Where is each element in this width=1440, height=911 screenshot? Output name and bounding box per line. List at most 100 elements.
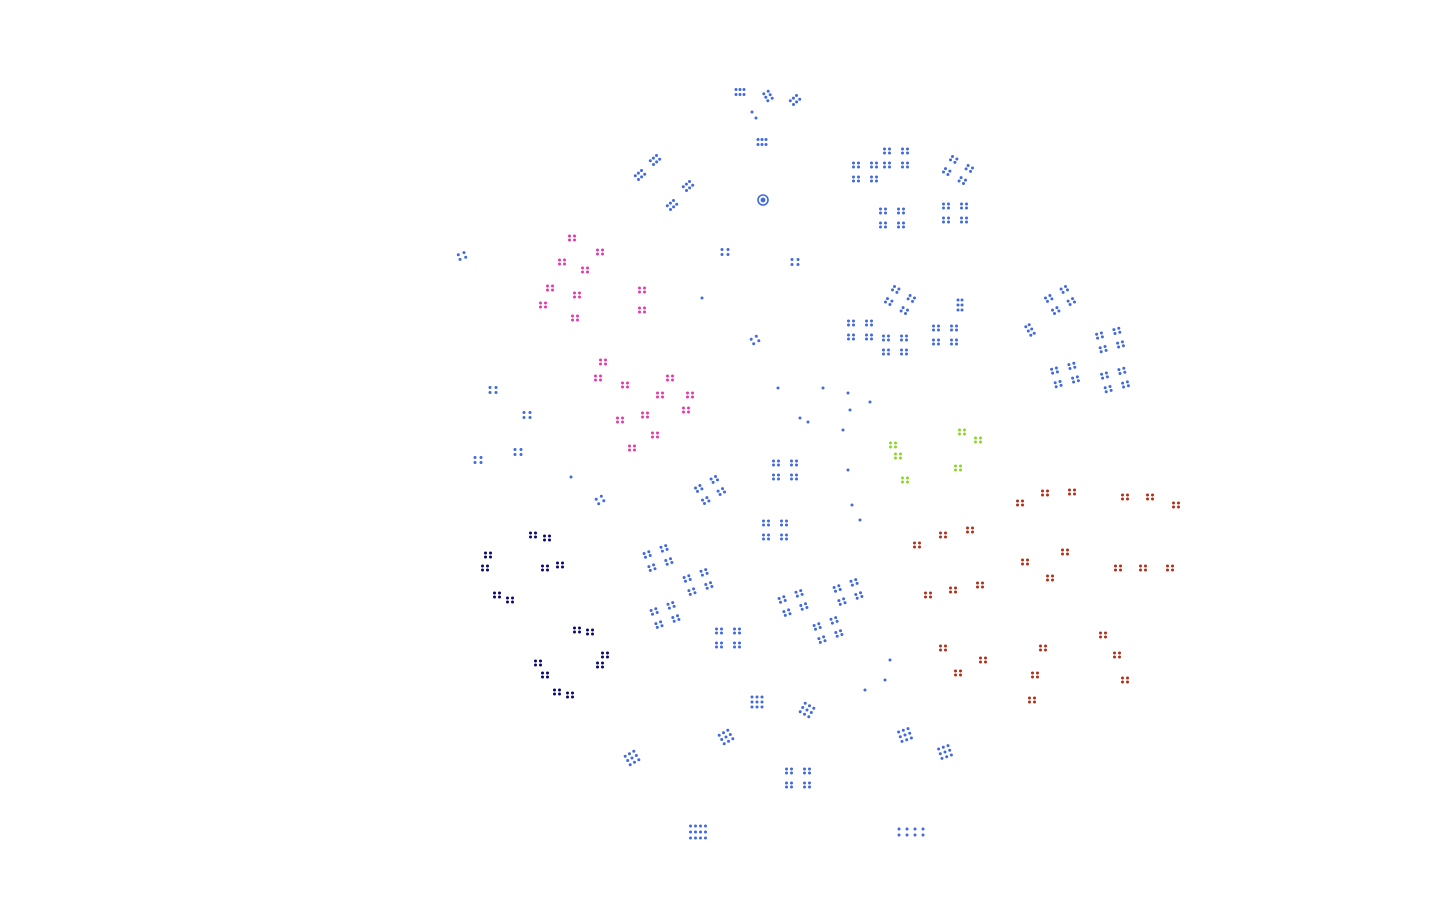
graph-leaf-node[interactable]	[671, 374, 674, 378]
graph-leaf-node[interactable]	[488, 386, 492, 389]
graph-leaf-node[interactable]	[835, 619, 839, 623]
graph-leaf-node[interactable]	[519, 448, 523, 451]
graph-leaf-node[interactable]	[905, 352, 908, 356]
graph-leaf-node[interactable]	[795, 463, 798, 467]
graph-leaf-node[interactable]	[606, 655, 609, 659]
graph-leaf-node[interactable]	[700, 296, 704, 300]
graph-leaf-node[interactable]	[638, 290, 641, 294]
graph-leaf-node[interactable]	[790, 258, 794, 261]
graph-leaf-node[interactable]	[865, 319, 868, 323]
graph-leaf-node[interactable]	[814, 627, 817, 631]
graph-leaf-node[interactable]	[721, 487, 724, 491]
graph-leaf-node[interactable]	[929, 591, 932, 595]
graph-leaf-node[interactable]	[489, 551, 492, 555]
graph-leaf-node[interactable]	[901, 161, 904, 165]
graph-leaf-node[interactable]	[883, 165, 886, 169]
graph-leaf-node[interactable]	[764, 95, 768, 99]
graph-leaf-node[interactable]	[637, 178, 640, 181]
graph-leaf-node[interactable]	[795, 594, 799, 598]
graph-leaf-node[interactable]	[558, 692, 561, 696]
graph-leaf-node[interactable]	[852, 319, 855, 323]
graph-leaf-node[interactable]	[823, 639, 827, 643]
graph-leaf-node[interactable]	[857, 165, 860, 169]
graph-leaf-node[interactable]	[906, 161, 909, 165]
graph-leaf-node[interactable]	[1021, 499, 1024, 503]
graph-leaf-node[interactable]	[541, 671, 544, 675]
graph-leaf-node[interactable]	[597, 502, 601, 506]
graph-leaf-node[interactable]	[734, 88, 738, 91]
graph-leaf-node[interactable]	[947, 202, 950, 206]
graph-leaf-node[interactable]	[932, 338, 935, 342]
graph-leaf-node[interactable]	[638, 310, 641, 314]
graph-leaf-node[interactable]	[849, 579, 853, 583]
graph-leaf-node[interactable]	[558, 688, 561, 692]
graph-leaf-node[interactable]	[484, 555, 487, 559]
graph-leaf-node[interactable]	[777, 597, 781, 600]
graph-leaf-node[interactable]	[558, 262, 561, 266]
graph-leaf-node[interactable]	[947, 206, 950, 210]
graph-leaf-node[interactable]	[733, 631, 736, 635]
graph-leaf-node[interactable]	[798, 97, 802, 101]
graph-leaf-node[interactable]	[479, 456, 483, 459]
graph-leaf-node[interactable]	[694, 830, 697, 834]
graph-leaf-node[interactable]	[959, 468, 962, 472]
graph-leaf-node[interactable]	[960, 202, 963, 206]
graph-leaf-node[interactable]	[709, 477, 713, 481]
graph-leaf-node[interactable]	[1061, 548, 1064, 552]
graph-leaf-node[interactable]	[901, 480, 904, 484]
graph-leaf-node[interactable]	[897, 730, 901, 734]
graph-leaf-node[interactable]	[812, 624, 816, 627]
graph-leaf-node[interactable]	[529, 531, 532, 535]
graph-leaf-node[interactable]	[979, 656, 982, 660]
graph-leaf-node[interactable]	[902, 225, 905, 229]
graph-leaf-node[interactable]	[950, 338, 953, 342]
graph-leaf-node[interactable]	[1144, 568, 1147, 572]
graph-leaf-node[interactable]	[687, 406, 690, 410]
graph-leaf-node[interactable]	[489, 555, 492, 559]
graph-leaf-node[interactable]	[932, 328, 935, 332]
graph-leaf-node[interactable]	[1059, 287, 1063, 291]
graph-leaf-node[interactable]	[723, 490, 726, 494]
graph-leaf-node[interactable]	[960, 308, 964, 312]
graph-leaf-node[interactable]	[956, 298, 960, 302]
graph-leaf-node[interactable]	[937, 342, 940, 346]
graph-leaf-node[interactable]	[859, 591, 862, 595]
graph-leaf-node[interactable]	[1053, 381, 1057, 385]
graph-leaf-node[interactable]	[887, 352, 890, 356]
graph-leaf-node[interactable]	[676, 614, 679, 618]
graph-leaf-node[interactable]	[843, 601, 847, 605]
graph-leaf-node[interactable]	[601, 661, 604, 665]
graph-leaf-node[interactable]	[1041, 489, 1044, 493]
graph-leaf-node[interactable]	[1172, 505, 1175, 509]
graph-leaf-node[interactable]	[644, 555, 647, 559]
graph-leaf-node[interactable]	[1046, 299, 1049, 303]
graph-leaf-node[interactable]	[889, 441, 892, 445]
graph-leaf-node[interactable]	[599, 362, 602, 366]
graph-leaf-node[interactable]	[699, 836, 702, 840]
graph-leaf-node[interactable]	[897, 211, 900, 215]
graph-leaf-node[interactable]	[846, 391, 850, 395]
graph-leaf-node[interactable]	[648, 554, 652, 557]
graph-leaf-node[interactable]	[1055, 370, 1059, 374]
graph-leaf-node[interactable]	[720, 738, 724, 741]
graph-leaf-node[interactable]	[621, 416, 624, 420]
graph-leaf-node[interactable]	[850, 503, 854, 507]
graph-leaf-node[interactable]	[804, 602, 807, 606]
graph-leaf-node[interactable]	[808, 767, 811, 771]
graph-leaf-node[interactable]	[762, 519, 765, 523]
graph-leaf-node[interactable]	[1126, 493, 1129, 497]
graph-leaf-node[interactable]	[937, 324, 940, 328]
graph-leaf-node[interactable]	[1046, 578, 1049, 582]
graph-leaf-node[interactable]	[870, 165, 873, 169]
graph-leaf-node[interactable]	[1116, 341, 1120, 345]
graph-leaf-node[interactable]	[586, 632, 589, 636]
graph-leaf-node[interactable]	[780, 537, 783, 541]
graph-leaf-node[interactable]	[666, 374, 669, 378]
graph-leaf-node[interactable]	[966, 530, 969, 534]
graph-leaf-node[interactable]	[879, 207, 882, 211]
graph-leaf-node[interactable]	[581, 266, 584, 270]
graph-leaf-node[interactable]	[1101, 376, 1105, 380]
graph-leaf-node[interactable]	[660, 624, 664, 628]
graph-leaf-node[interactable]	[1054, 366, 1058, 370]
graph-leaf-node[interactable]	[838, 602, 842, 606]
